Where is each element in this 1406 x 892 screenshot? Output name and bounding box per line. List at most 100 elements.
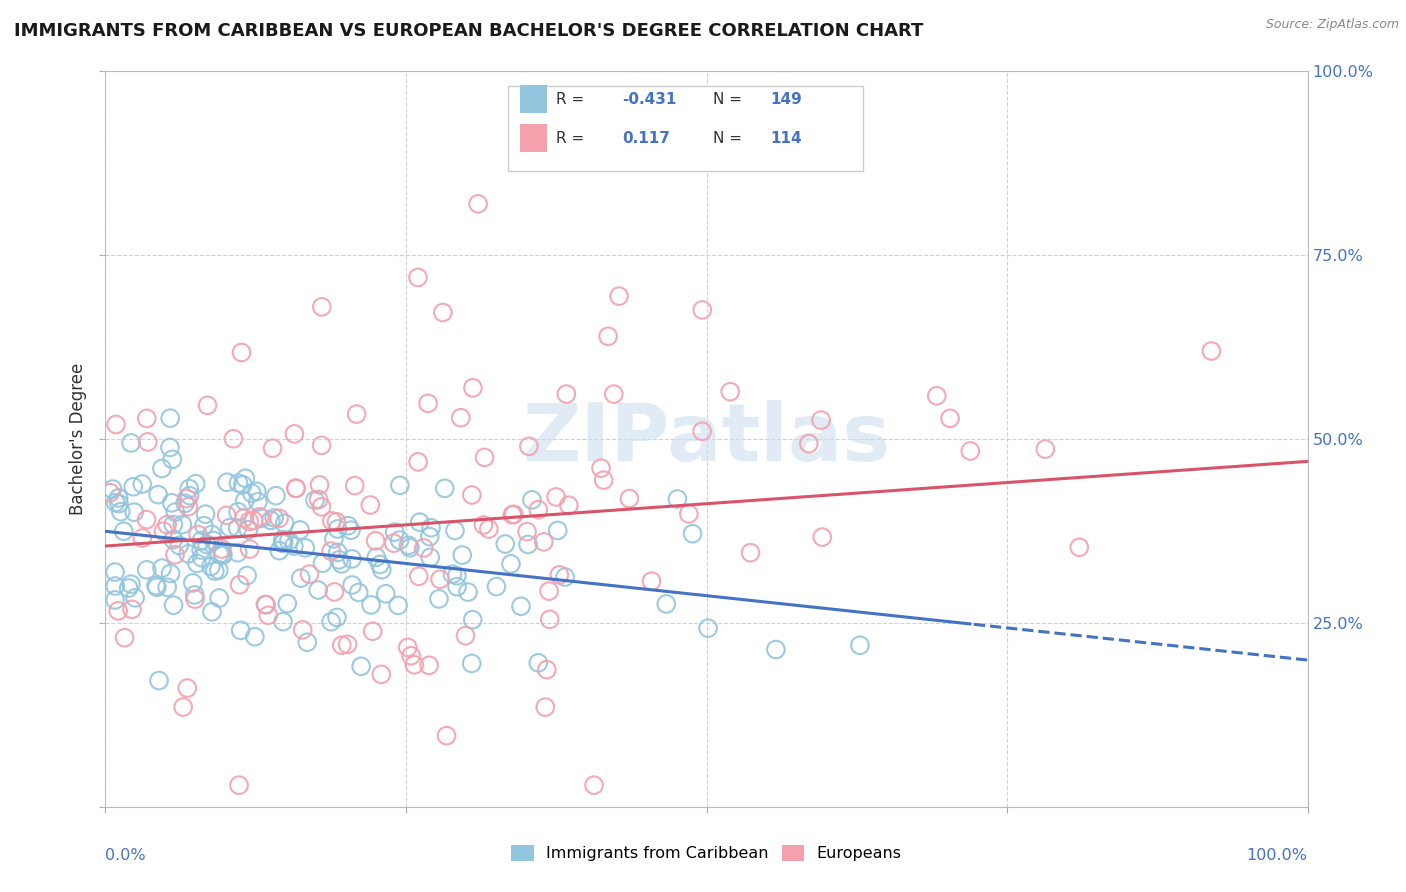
Point <box>122 480 145 494</box>
Point <box>254 598 277 612</box>
Point <box>146 580 169 594</box>
Point <box>398 538 420 552</box>
Point <box>273 535 295 549</box>
Point <box>718 384 741 399</box>
Point <box>233 511 256 525</box>
Point <box>162 517 184 532</box>
Point <box>202 533 225 548</box>
Point <box>159 441 181 455</box>
Point <box>271 533 294 547</box>
Point <box>190 543 212 558</box>
Point <box>283 426 305 441</box>
Point <box>131 531 153 545</box>
Point <box>222 432 245 446</box>
Point <box>360 598 382 612</box>
Point <box>308 478 330 492</box>
Point <box>959 444 981 458</box>
Point <box>419 530 441 544</box>
Point <box>104 579 127 593</box>
Point <box>366 550 388 565</box>
Point <box>640 574 662 589</box>
FancyBboxPatch shape <box>508 87 863 170</box>
Text: 149: 149 <box>770 92 801 107</box>
Point <box>467 197 489 211</box>
Point <box>485 580 508 594</box>
Point <box>110 505 132 519</box>
Point <box>152 524 174 539</box>
Point <box>162 598 184 612</box>
Point <box>396 640 419 655</box>
Point <box>172 700 194 714</box>
Point <box>215 508 238 523</box>
Point <box>107 491 129 505</box>
Point <box>436 729 458 743</box>
Point <box>107 604 129 618</box>
Point <box>239 542 262 557</box>
Point <box>165 505 187 519</box>
Point <box>406 455 429 469</box>
Point <box>811 530 834 544</box>
Point <box>546 490 568 504</box>
Point <box>311 300 333 314</box>
Point <box>254 598 277 612</box>
Text: ZIPatlas: ZIPatlas <box>523 401 890 478</box>
Point <box>446 568 468 582</box>
Point <box>555 387 578 401</box>
Point <box>1033 442 1056 456</box>
Point <box>603 387 626 401</box>
Point <box>117 581 139 595</box>
Point <box>384 524 406 539</box>
Point <box>193 518 215 533</box>
Point <box>368 558 391 572</box>
Point <box>298 567 321 582</box>
Y-axis label: Bachelor's Degree: Bachelor's Degree <box>69 363 87 516</box>
Point <box>340 578 363 592</box>
Point <box>520 492 543 507</box>
Point <box>925 389 948 403</box>
Point <box>156 517 179 532</box>
Point <box>538 612 561 626</box>
Point <box>337 518 360 533</box>
Point <box>105 417 128 432</box>
Point <box>136 434 159 449</box>
Text: -0.431: -0.431 <box>623 92 676 107</box>
Point <box>231 345 253 359</box>
Point <box>146 488 169 502</box>
Point <box>104 593 127 607</box>
Point <box>323 585 346 599</box>
Point <box>419 550 441 565</box>
Point <box>294 541 316 555</box>
Point <box>527 502 550 516</box>
Point <box>179 489 201 503</box>
Point <box>211 547 233 561</box>
Point <box>516 524 538 539</box>
Point <box>219 520 242 534</box>
Point <box>238 523 260 537</box>
Text: 114: 114 <box>770 130 801 145</box>
Point <box>104 495 127 509</box>
Point <box>135 513 157 527</box>
Point <box>249 509 271 524</box>
Text: 0.0%: 0.0% <box>105 847 146 863</box>
Point <box>416 396 439 410</box>
Point <box>284 481 307 495</box>
Point <box>451 548 474 562</box>
Point <box>765 642 787 657</box>
Point <box>359 498 381 512</box>
Point <box>194 507 217 521</box>
Point <box>101 482 124 496</box>
Point <box>678 507 700 521</box>
Point <box>226 505 249 519</box>
Point <box>340 523 363 537</box>
Point <box>326 545 349 559</box>
Point <box>420 521 443 535</box>
Point <box>321 514 343 528</box>
Point <box>264 489 287 503</box>
Text: 0.117: 0.117 <box>623 130 671 145</box>
Point <box>232 478 254 492</box>
Point <box>429 572 451 586</box>
Point <box>150 461 173 475</box>
Point <box>121 602 143 616</box>
Point <box>156 580 179 594</box>
Point <box>186 557 208 571</box>
